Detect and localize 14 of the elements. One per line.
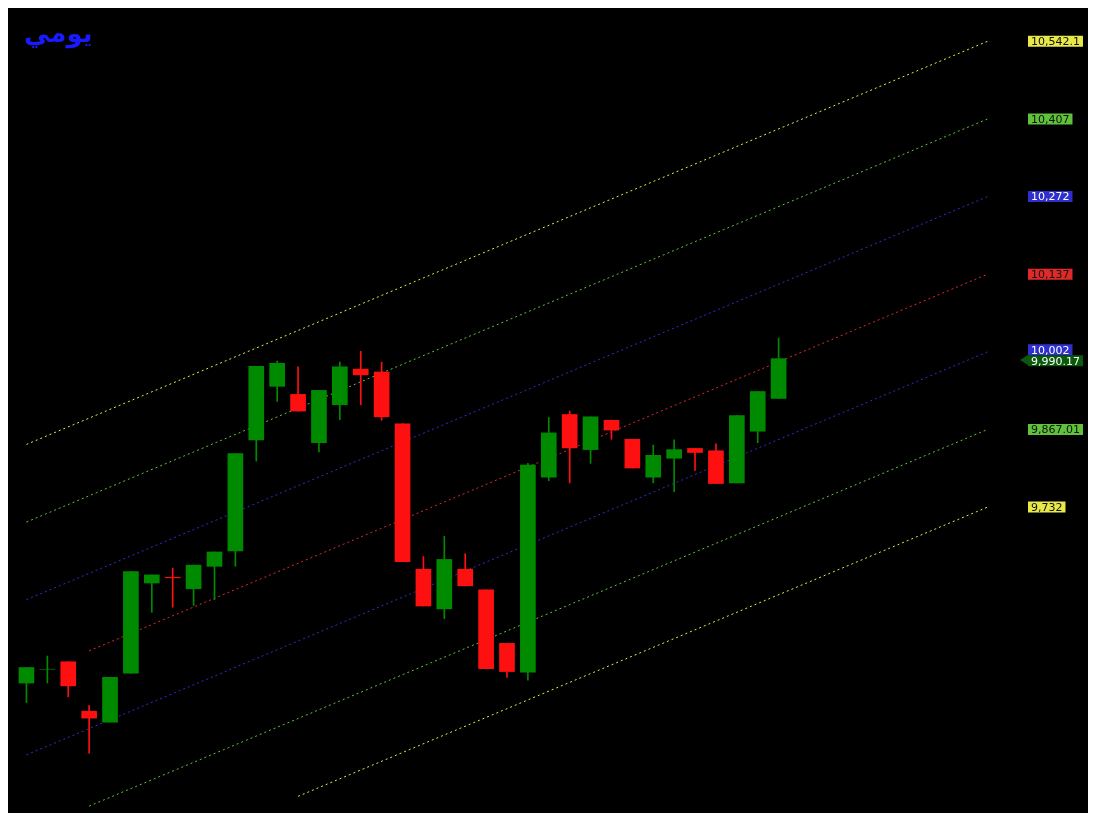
y-tick-label: 10,407 — [1031, 112, 1070, 126]
chart-title: يومي — [24, 18, 93, 48]
y-tick-label: 10,002 — [1031, 343, 1070, 357]
y-tick-label: 9,732 — [1031, 500, 1063, 514]
y-tick-label: 9,990.17 — [1031, 354, 1080, 368]
candlestick — [143, 574, 160, 613]
y-tick-label: 10,272 — [1031, 190, 1070, 204]
candlestick — [81, 705, 97, 754]
candlestick — [352, 350, 369, 406]
y-tick-label: 10,137 — [1031, 268, 1070, 282]
candlestick — [687, 448, 703, 471]
candlestick — [666, 439, 682, 492]
y-tick-label: 10,542.1 — [1031, 35, 1080, 49]
y-tick-label: 9,867.01 — [1031, 423, 1080, 437]
